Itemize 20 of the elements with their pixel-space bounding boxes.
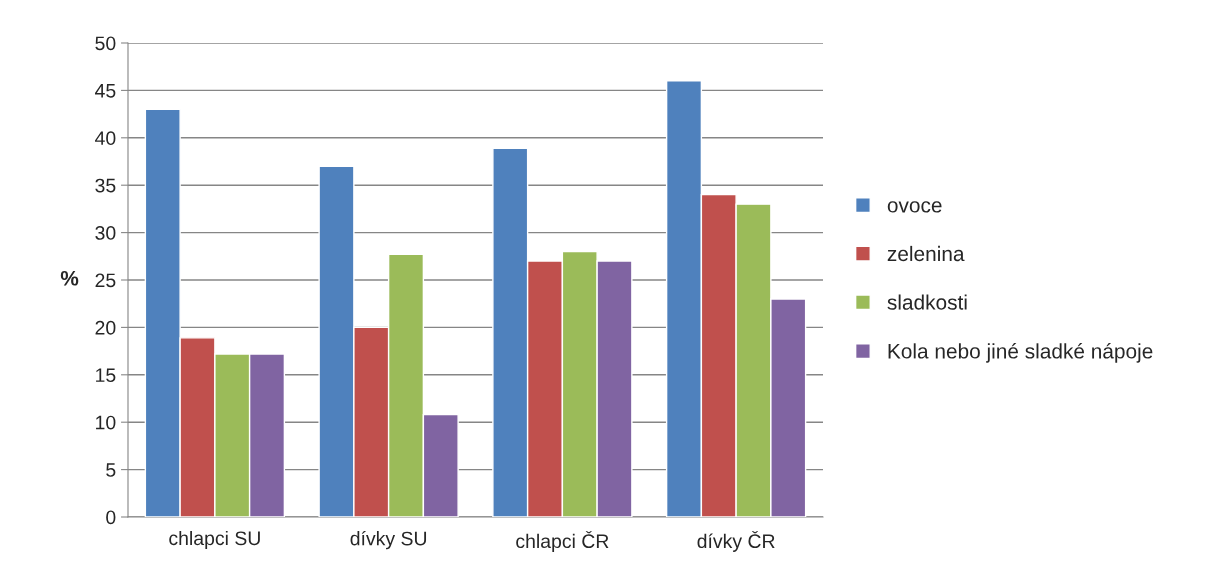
x-tick-label: chlapci SU	[169, 530, 260, 550]
y-tick-label: 10	[96, 415, 116, 430]
x-tick-label: dívky ČR	[697, 530, 775, 552]
y-tick-label: 5	[106, 463, 116, 477]
y-tick-label: 50	[95, 36, 116, 51]
legend-label: Kola nebo jiné sladké nápoje	[888, 343, 1153, 363]
legend-label: sladkosti	[887, 294, 967, 310]
y-tick-label: 0	[106, 510, 116, 525]
x-tick-label: chlapci ČR	[516, 530, 609, 552]
y-tick-label: 30	[95, 226, 116, 240]
y-tick-label: 45	[95, 84, 116, 98]
legend-label: ovoce	[887, 201, 942, 213]
y-tick-label: 15	[96, 368, 116, 383]
y-tick-label: 35	[95, 178, 116, 193]
y-tick-label: 20	[95, 320, 116, 335]
legend-label: zelenina	[887, 245, 965, 262]
y-axis-title: %	[60, 270, 79, 286]
x-tick-label: dívky SU	[350, 530, 427, 550]
y-tick-label: 40	[95, 131, 116, 146]
y-tick-label: 25	[95, 273, 116, 288]
